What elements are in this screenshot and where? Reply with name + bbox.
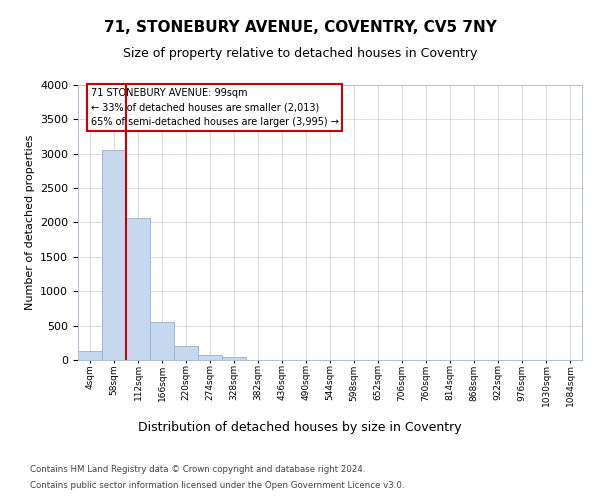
Text: Contains public sector information licensed under the Open Government Licence v3: Contains public sector information licen… [30, 480, 404, 490]
Text: Distribution of detached houses by size in Coventry: Distribution of detached houses by size … [138, 421, 462, 434]
Bar [78, 351, 102, 360]
Text: Contains HM Land Registry data © Crown copyright and database right 2024.: Contains HM Land Registry data © Crown c… [30, 464, 365, 473]
Bar [198, 355, 222, 360]
Bar [174, 346, 198, 360]
Text: 71, STONEBURY AVENUE, COVENTRY, CV5 7NY: 71, STONEBURY AVENUE, COVENTRY, CV5 7NY [104, 20, 496, 35]
Bar [126, 218, 150, 360]
Text: 71 STONEBURY AVENUE: 99sqm
← 33% of detached houses are smaller (2,013)
65% of s: 71 STONEBURY AVENUE: 99sqm ← 33% of deta… [91, 88, 338, 128]
Bar [150, 322, 174, 360]
Bar [102, 150, 126, 360]
Text: Size of property relative to detached houses in Coventry: Size of property relative to detached ho… [123, 48, 477, 60]
Bar [222, 356, 246, 360]
Y-axis label: Number of detached properties: Number of detached properties [25, 135, 35, 310]
